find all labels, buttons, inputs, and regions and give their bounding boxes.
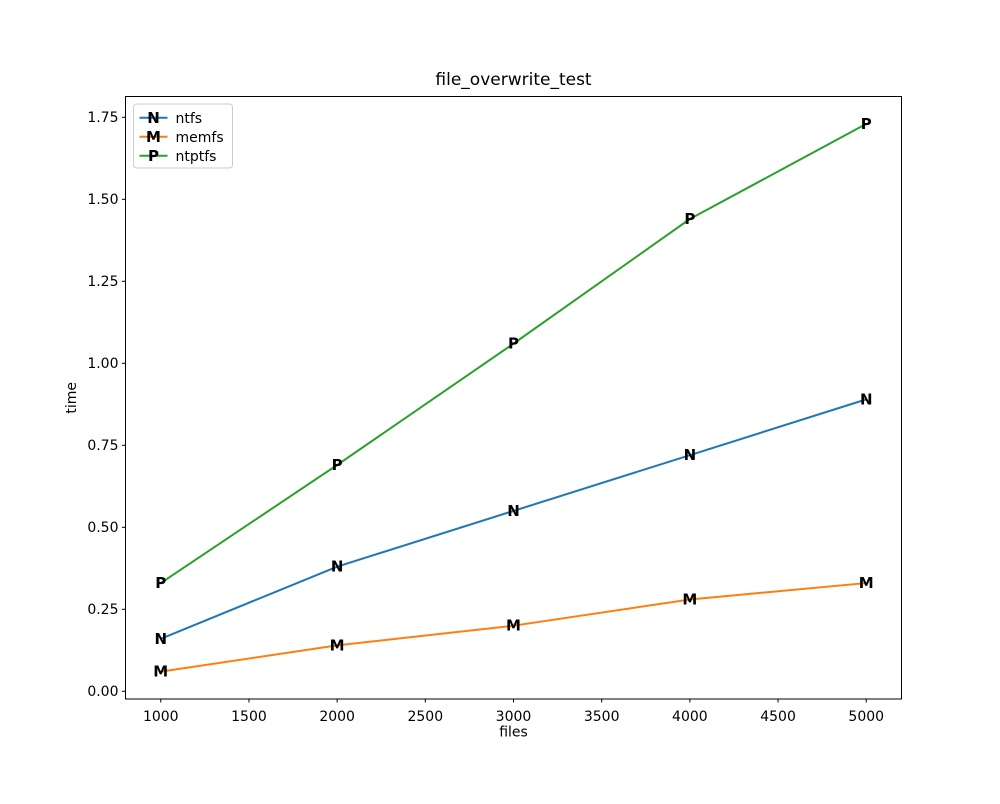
y-tick-label: 1.00	[87, 356, 118, 372]
series-line-memfs	[160, 582, 867, 673]
legend-marker-ntptfs: P	[148, 147, 159, 165]
y-tick-label: 0.75	[87, 438, 118, 454]
marker-memfs-2000: M	[330, 636, 345, 654]
x-tick-label: 5000	[848, 709, 884, 725]
series-line-ntfs	[160, 398, 867, 640]
axes-spines	[125, 96, 902, 700]
marker-ntfs-2000: N	[331, 558, 344, 576]
y-tick-label: 0.50	[87, 520, 118, 536]
marker-ntfs-3000: N	[507, 502, 520, 520]
marker-ntptfs-3000: P	[508, 335, 519, 353]
marker-memfs-3000: M	[506, 617, 521, 635]
marker-ntfs-5000: N	[860, 390, 873, 408]
y-tick-label: 1.25	[87, 274, 118, 290]
x-axis-label: files	[499, 725, 528, 741]
x-tick-label: 3500	[584, 709, 620, 725]
marker-ntptfs-1000: P	[155, 574, 166, 592]
y-tick-label: 1.75	[87, 110, 118, 126]
marker-ntfs-4000: N	[684, 446, 697, 464]
x-tick-label: 3000	[496, 709, 532, 725]
marker-ntptfs-5000: P	[861, 115, 872, 133]
legend-label-ntptfs: ntptfs	[176, 149, 217, 165]
y-tick-label: 0.00	[87, 684, 118, 700]
x-tick-label: 4000	[672, 709, 708, 725]
x-tick-label: 2500	[407, 709, 443, 725]
x-tick-label: 2000	[319, 709, 355, 725]
marker-ntptfs-2000: P	[332, 456, 343, 474]
legend-label-memfs: memfs	[176, 130, 224, 146]
x-tick-label: 1000	[143, 709, 179, 725]
series-line-ntptfs	[160, 123, 867, 584]
legend-label-ntfs: ntfs	[176, 111, 203, 127]
marker-memfs-5000: M	[859, 574, 874, 592]
marker-ntfs-1000: N	[154, 630, 167, 648]
axes-layer: 1000 1500 2000 2500 3000 3500 4000 4500 5000 0.00…	[87, 96, 902, 725]
legend-marker-memfs: M	[146, 128, 161, 146]
legend-marker-ntfs: N	[147, 109, 160, 127]
y-axis-label: time	[64, 382, 80, 414]
marker-ntptfs-4000: P	[684, 210, 695, 228]
x-tick-label: 4500	[760, 709, 796, 725]
y-tick-label: 1.50	[87, 192, 118, 208]
chart-title: file_overwrite_test	[435, 70, 592, 90]
legend-box	[133, 103, 233, 169]
x-tick-label: 1500	[231, 709, 267, 725]
y-tick-label: 0.25	[87, 602, 118, 618]
marker-memfs-4000: M	[682, 590, 697, 608]
marker-memfs-1000: M	[153, 663, 168, 681]
